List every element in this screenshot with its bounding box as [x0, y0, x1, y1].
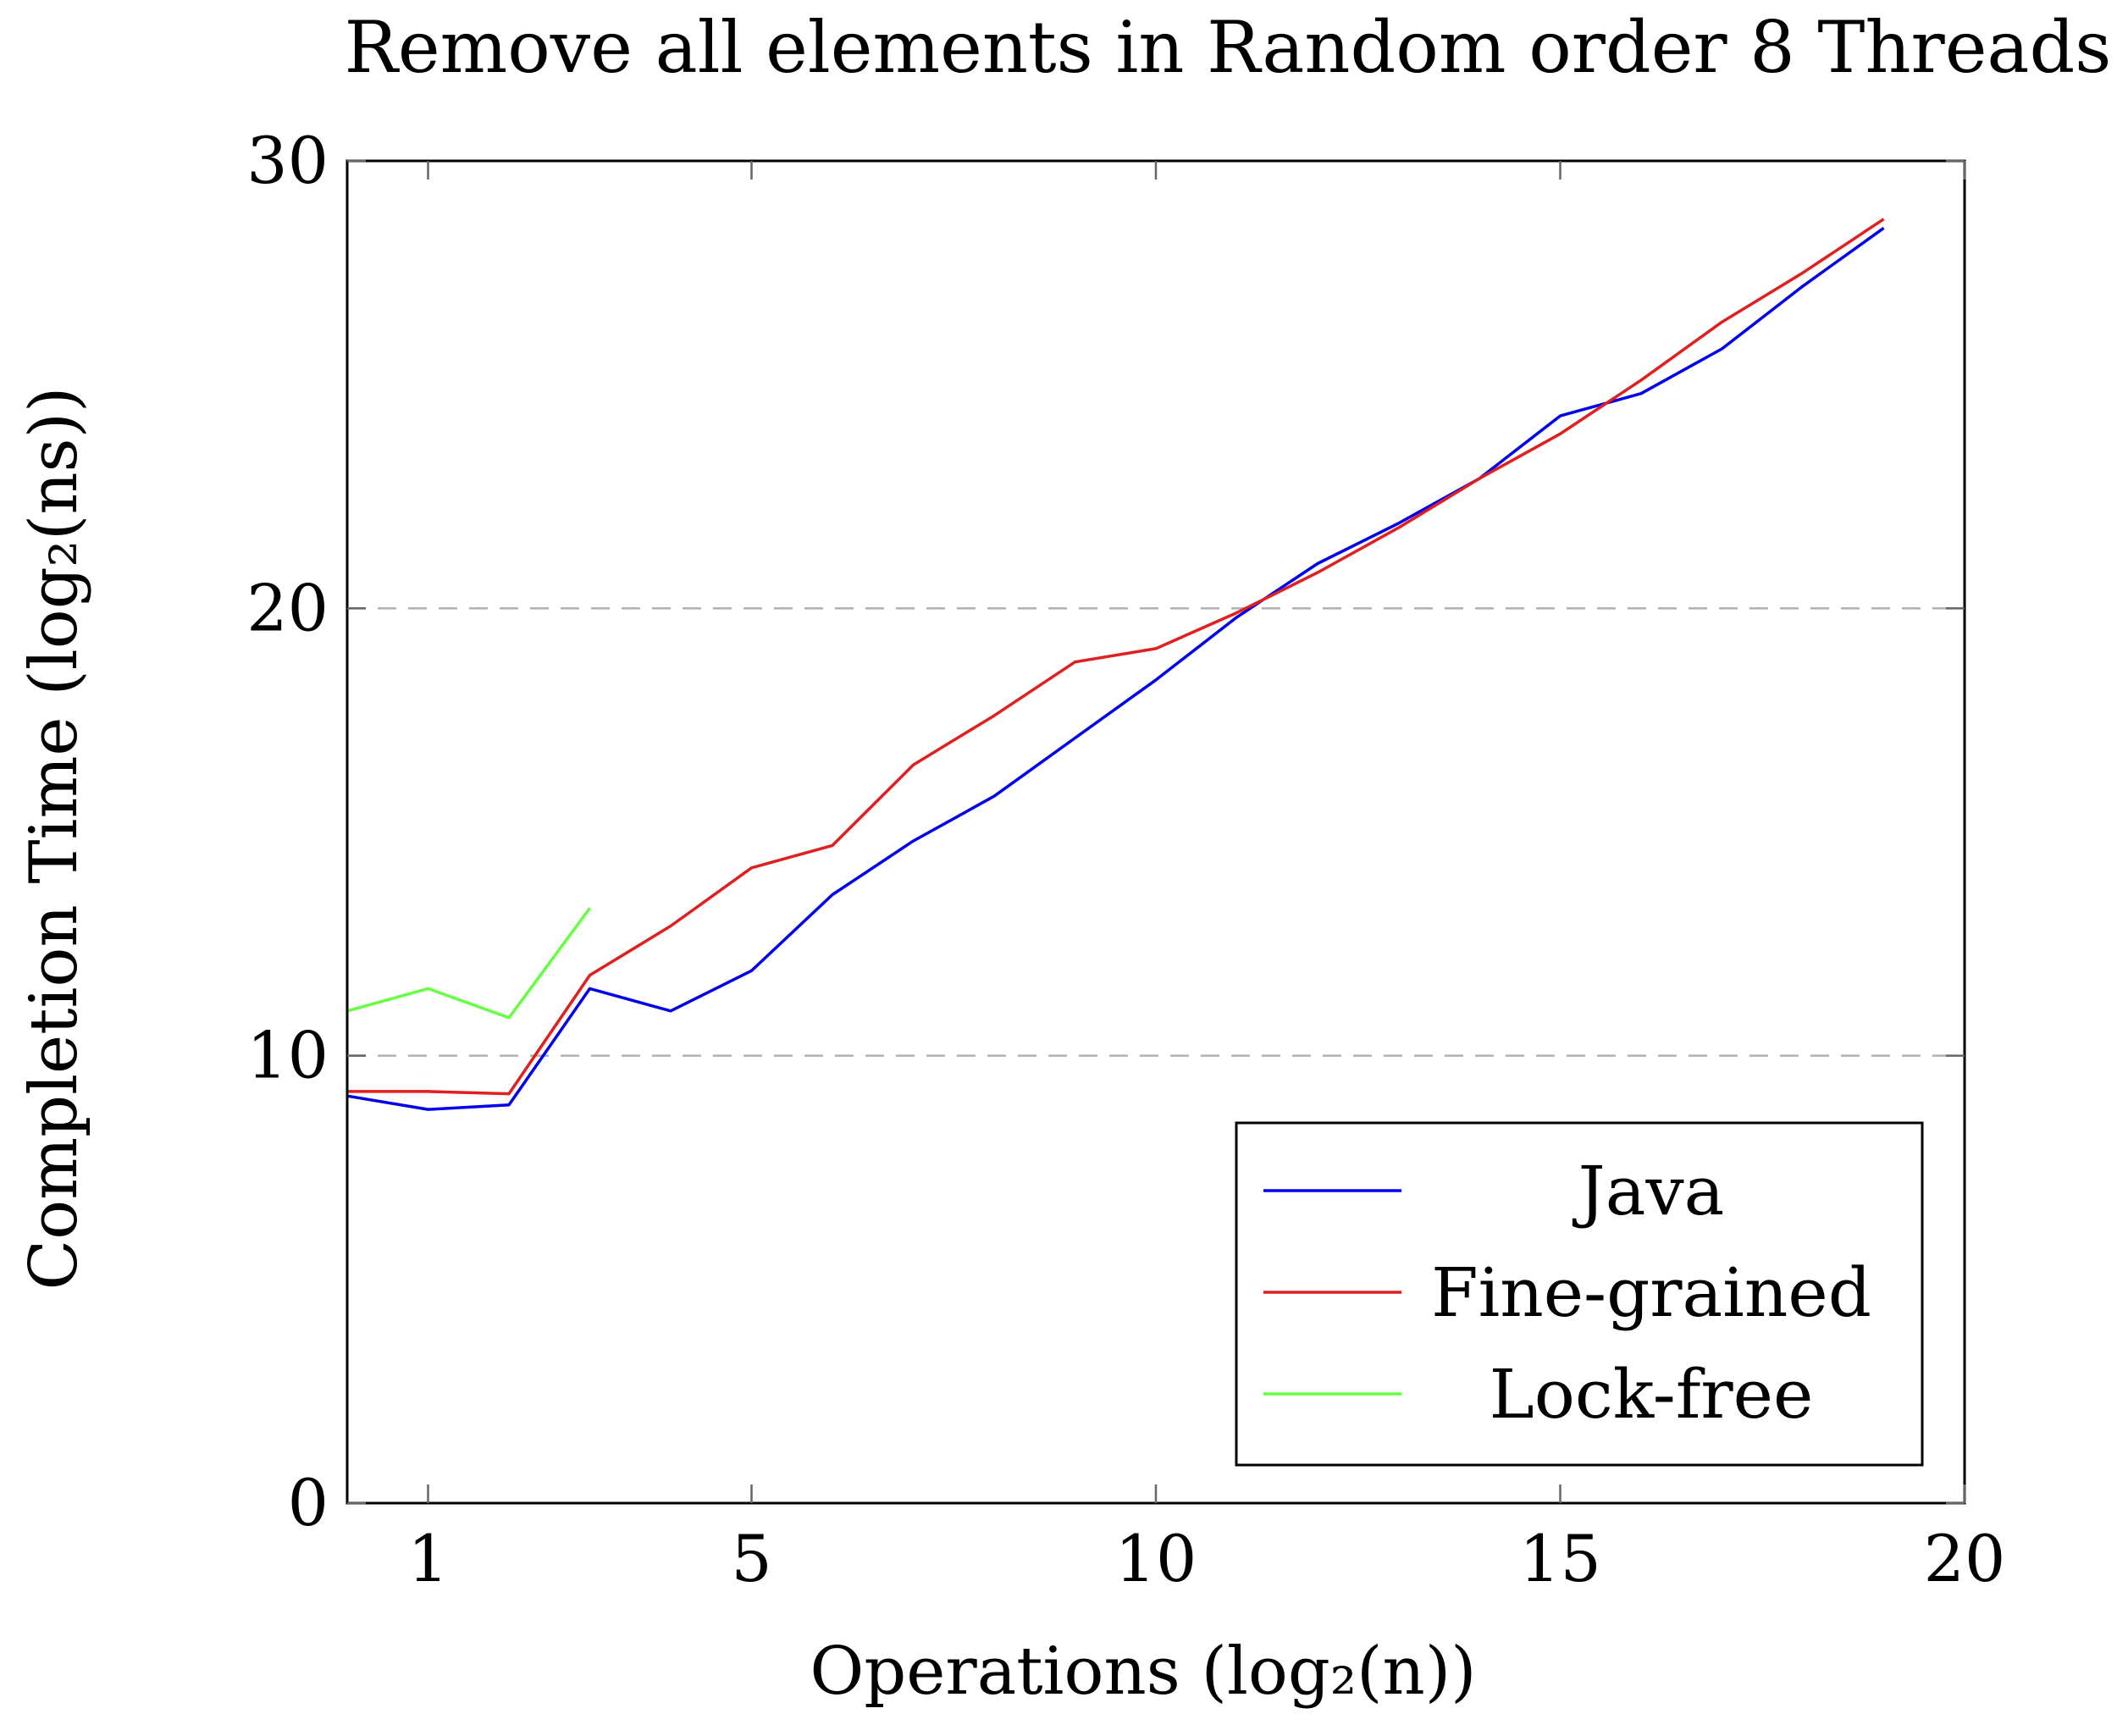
series-line-fine-grained	[347, 218, 1885, 1096]
x-axis-label: Operations (log₂(n))	[810, 1634, 1476, 1710]
legend-label: Java	[1573, 1152, 1725, 1230]
legend-label: Lock-free	[1490, 1355, 1814, 1434]
series-line-lock-free	[346, 907, 591, 1020]
x-tick-label: 1	[407, 1521, 448, 1596]
y-tick-label: 10	[246, 1018, 329, 1093]
chart-title: Remove all elements in Random order 8 Th…	[345, 6, 2112, 89]
y-tick-label: 30	[246, 123, 329, 198]
grid-layer	[347, 607, 1965, 1057]
y-tick-label: 20	[246, 570, 329, 645]
x-tick-label: 15	[1519, 1521, 1601, 1596]
legend-label: Fine-grained	[1431, 1253, 1871, 1332]
x-tick-label: 20	[1924, 1521, 2006, 1596]
y-axis-label: Completion Time (log₂(ns))	[16, 387, 92, 1291]
series-layer	[346, 218, 1885, 1111]
series-line-java	[346, 226, 1885, 1111]
legend: Java Fine-grained Lock-free	[1235, 1121, 1924, 1467]
x-tick-label: 10	[1115, 1521, 1197, 1596]
x-tick-label: 5	[731, 1521, 771, 1596]
legend-box	[1235, 1121, 1924, 1467]
y-tick-label: 0	[288, 1465, 329, 1540]
